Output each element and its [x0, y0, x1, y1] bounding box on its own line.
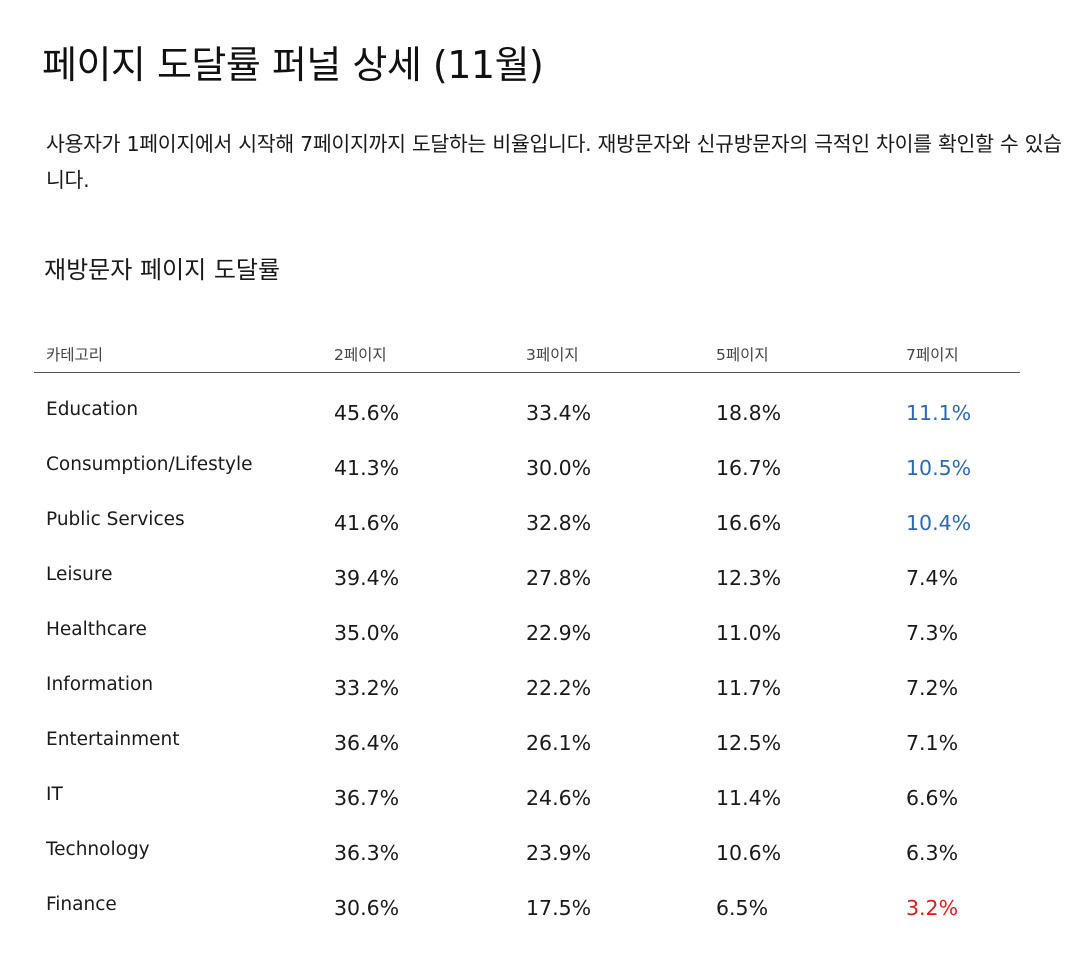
- page-3-cell: 26.1%: [526, 731, 592, 755]
- page-2-cell: 45.6%: [334, 401, 400, 425]
- header-page-3: 3페이지: [526, 346, 579, 364]
- page-7-cell: 6.3%: [906, 841, 959, 865]
- page-2-cell: 41.6%: [334, 511, 400, 535]
- table-row: Information 33.2% 22.2% 11.7% 7.2%: [34, 660, 1020, 715]
- table-row: Technology 36.3% 23.9% 10.6% 6.3%: [34, 825, 1020, 880]
- table-row: Leisure 39.4% 27.8% 12.3% 7.4%: [34, 550, 1020, 605]
- page-7-cell: 3.2%: [906, 896, 959, 920]
- page-5-cell: 16.6%: [716, 511, 782, 535]
- table-row: Finance 30.6% 17.5% 6.5% 3.2%: [34, 880, 1020, 935]
- page-2-cell: 36.7%: [334, 786, 400, 810]
- page-3-cell: 32.8%: [526, 511, 592, 535]
- category-cell: IT: [46, 784, 63, 805]
- page-5-cell: 12.5%: [716, 731, 782, 755]
- page-7-cell: 10.5%: [906, 456, 972, 480]
- page-5-cell: 11.4%: [716, 786, 782, 810]
- page-3-cell: 24.6%: [526, 786, 592, 810]
- category-cell: Information: [46, 674, 154, 695]
- page-3-cell: 27.8%: [526, 566, 592, 590]
- table-row: IT 36.7% 24.6% 11.4% 6.6%: [34, 770, 1020, 825]
- page-2-cell: 36.3%: [334, 841, 400, 865]
- page-2-cell: 30.6%: [334, 896, 400, 920]
- table-header: 카테고리 2페이지 3페이지 5페이지 7페이지: [34, 330, 1020, 373]
- category-cell: Entertainment: [46, 729, 180, 750]
- category-cell: Healthcare: [46, 619, 147, 640]
- category-cell: Technology: [46, 839, 150, 860]
- page-7-cell: 10.4%: [906, 511, 972, 535]
- page-7-cell: 7.1%: [906, 731, 959, 755]
- page-5-cell: 6.5%: [716, 896, 769, 920]
- page-2-cell: 33.2%: [334, 676, 400, 700]
- page-3-cell: 22.2%: [526, 676, 592, 700]
- header-page-7: 7페이지: [906, 346, 959, 364]
- page-5-cell: 11.0%: [716, 621, 782, 645]
- page-5-cell: 16.7%: [716, 456, 782, 480]
- table-row: Public Services 41.6% 32.8% 16.6% 10.4%: [34, 495, 1020, 550]
- page-3-cell: 22.9%: [526, 621, 592, 645]
- page-7-cell: 7.3%: [906, 621, 959, 645]
- category-cell: Consumption/Lifestyle: [46, 454, 253, 475]
- page-2-cell: 41.3%: [334, 456, 400, 480]
- page-title: 페이지 도달률 퍼널 상세 (11월): [42, 43, 544, 87]
- category-cell: Finance: [46, 894, 117, 915]
- page-7-cell: 7.2%: [906, 676, 959, 700]
- table-body: Education 45.6% 33.4% 18.8% 11.1% Consum…: [34, 385, 1020, 935]
- section-title: 재방문자 페이지 도달률: [44, 256, 281, 284]
- page-5-cell: 11.7%: [716, 676, 782, 700]
- category-cell: Leisure: [46, 564, 113, 585]
- page-2-cell: 35.0%: [334, 621, 400, 645]
- page-3-cell: 30.0%: [526, 456, 592, 480]
- table-row: Entertainment 36.4% 26.1% 12.5% 7.1%: [34, 715, 1020, 770]
- page-5-cell: 10.6%: [716, 841, 782, 865]
- page-7-cell: 7.4%: [906, 566, 959, 590]
- header-page-2: 2페이지: [334, 346, 387, 364]
- header-category: 카테고리: [46, 346, 104, 364]
- category-cell: Education: [46, 399, 139, 420]
- page-5-cell: 18.8%: [716, 401, 782, 425]
- category-cell: Public Services: [46, 509, 185, 530]
- page-2-cell: 39.4%: [334, 566, 400, 590]
- funnel-table: 카테고리 2페이지 3페이지 5페이지 7페이지 Education 45.6%…: [34, 330, 1020, 935]
- page-2-cell: 36.4%: [334, 731, 400, 755]
- table-row: Consumption/Lifestyle 41.3% 30.0% 16.7% …: [34, 440, 1020, 495]
- page-5-cell: 12.3%: [716, 566, 782, 590]
- page-3-cell: 23.9%: [526, 841, 592, 865]
- header-page-5: 5페이지: [716, 346, 769, 364]
- page-3-cell: 33.4%: [526, 401, 592, 425]
- page-description: 사용자가 1페이지에서 시작해 7페이지까지 도달하는 비율입니다. 재방문자와…: [46, 132, 1062, 192]
- table-row: Education 45.6% 33.4% 18.8% 11.1%: [34, 385, 1020, 440]
- page-3-cell: 17.5%: [526, 896, 592, 920]
- page-7-cell: 11.1%: [906, 401, 972, 425]
- page-7-cell: 6.6%: [906, 786, 959, 810]
- table-row: Healthcare 35.0% 22.9% 11.0% 7.3%: [34, 605, 1020, 660]
